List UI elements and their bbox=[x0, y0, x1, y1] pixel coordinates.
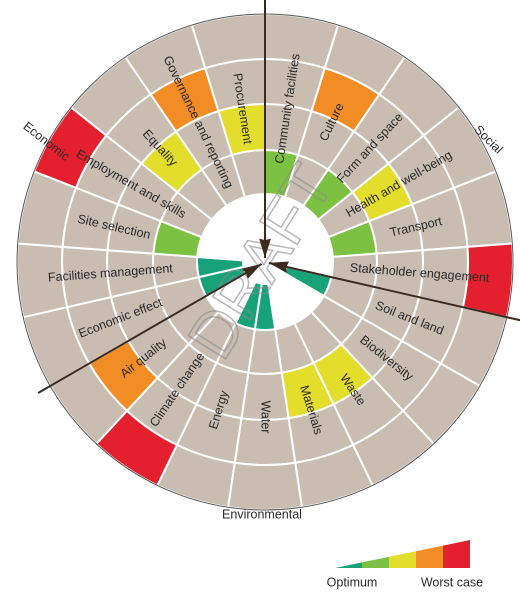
arrow-head bbox=[241, 264, 262, 279]
legend-band bbox=[335, 562, 362, 568]
legend-band bbox=[362, 556, 389, 568]
section-arrow bbox=[37, 263, 263, 394]
legend-high: Worst case bbox=[421, 575, 483, 589]
section-label: Environmental bbox=[222, 507, 302, 521]
section-arrow bbox=[268, 261, 520, 322]
arrow-head bbox=[259, 238, 271, 258]
legend-band bbox=[416, 545, 443, 568]
arrow-head bbox=[268, 261, 289, 273]
legend-band bbox=[443, 540, 470, 568]
ring-cell bbox=[226, 461, 304, 511]
legend-low: Optimum bbox=[327, 575, 378, 589]
segment-label: Water bbox=[259, 401, 273, 434]
legend-band bbox=[389, 551, 416, 568]
